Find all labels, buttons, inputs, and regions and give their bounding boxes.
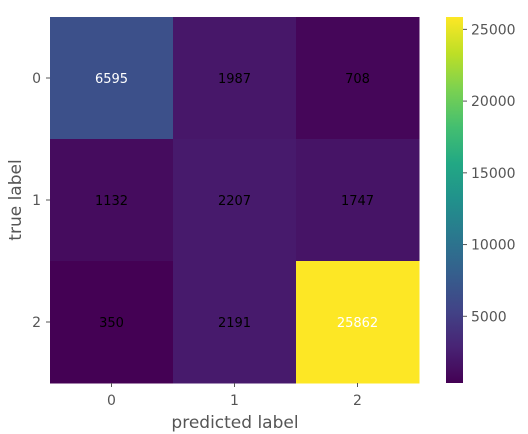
x-tick-label: 1: [230, 393, 239, 409]
heatmap-cell-value: 2207: [218, 194, 251, 209]
heatmap-cell: [173, 139, 297, 262]
colorbar-tick-label: 25000: [471, 22, 516, 38]
heatmap-cell: [296, 17, 420, 140]
heatmap-cell-value: 1132: [95, 194, 128, 209]
heatmap-cell-value: 25862: [337, 316, 378, 331]
x-axis-label: predicted label: [171, 413, 298, 433]
y-axis-ticks: 0 1 2: [32, 71, 50, 331]
x-tick-label: 0: [107, 393, 116, 409]
heatmap-cell: [296, 261, 420, 384]
heatmap-cell-value: 1987: [218, 72, 251, 87]
y-tick-label: 1: [32, 193, 41, 209]
heatmap-cell: [173, 17, 297, 140]
y-axis-label: true label: [6, 159, 26, 240]
heatmap-cell-value: 6595: [95, 72, 128, 87]
heatmap-cells: [50, 17, 420, 384]
heatmap-cell: [50, 17, 174, 140]
colorbar-ticks: 5000 10000 15000 20000 25000: [463, 22, 516, 325]
colorbar-tick-label: 15000: [471, 166, 516, 182]
colorbar-tick-label: 5000: [471, 309, 507, 325]
heatmap-cell: [173, 261, 297, 384]
heatmap-cell: [50, 139, 174, 262]
x-axis-ticks: 0 1 2: [107, 383, 362, 409]
heatmap-cell-value: 2191: [218, 316, 251, 331]
y-tick-label: 0: [32, 71, 41, 87]
colorbar-tick-label: 20000: [471, 94, 516, 110]
x-tick-label: 2: [353, 393, 362, 409]
heatmap-cell-value: 1747: [341, 194, 374, 209]
heatmap-cell: [50, 261, 174, 384]
colorbar: [446, 17, 463, 383]
heatmap-cell-value: 350: [99, 316, 124, 331]
colorbar-tick-label: 10000: [471, 238, 516, 254]
heatmap-cell-labels: 6595 1987 708 1132 2207 1747 350 2191 25862: [95, 72, 378, 331]
y-tick-label: 2: [32, 315, 41, 331]
heatmap-cell-value: 708: [345, 72, 370, 87]
heatmap-cell: [296, 139, 420, 262]
